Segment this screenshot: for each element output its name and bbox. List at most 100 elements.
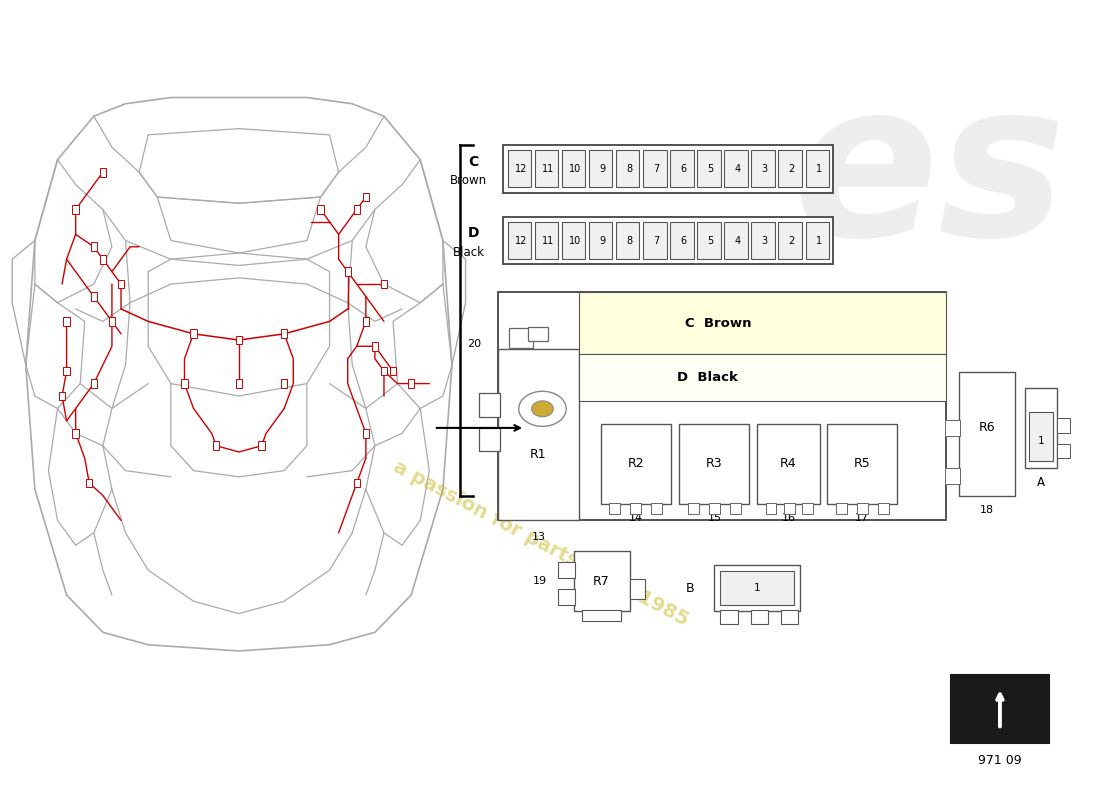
Bar [363,317,368,326]
Text: C: C [468,154,478,169]
Bar [751,150,774,187]
Bar [670,222,694,259]
Bar [344,267,351,276]
Bar [258,442,265,450]
Bar [805,222,829,259]
Text: 15: 15 [707,513,722,523]
Bar [751,222,774,259]
Bar [945,420,960,436]
Bar [609,503,620,514]
Bar [766,503,777,514]
Bar [389,366,396,375]
Bar [353,205,360,214]
Text: Black: Black [453,246,485,259]
Text: 11: 11 [542,235,554,246]
Bar [235,336,242,345]
Text: 2: 2 [789,235,795,246]
Text: 9: 9 [600,235,605,246]
Text: 10: 10 [569,235,581,246]
Text: 1: 1 [816,235,822,246]
Text: 9: 9 [600,164,605,174]
Text: es: es [793,72,1067,282]
Bar [784,503,794,514]
Bar [952,675,1048,743]
Circle shape [531,401,553,417]
Bar [779,150,802,187]
Text: 1: 1 [754,583,760,593]
Bar [109,317,116,326]
Bar [1030,412,1053,462]
Text: 6: 6 [681,164,686,174]
Bar [651,503,662,514]
Bar [353,478,360,487]
Bar [945,468,960,484]
Bar [802,503,813,514]
Bar [559,589,574,605]
Text: Brown: Brown [450,174,487,187]
Bar [857,503,868,514]
Text: 10: 10 [569,164,581,174]
Bar [579,292,946,354]
Bar [757,424,820,504]
Bar [697,222,720,259]
Text: 7: 7 [653,164,660,174]
Bar [720,571,794,605]
Text: R6: R6 [979,422,996,434]
Text: R4: R4 [780,458,796,470]
Text: D: D [468,226,478,240]
Bar [100,255,106,263]
Bar [498,349,579,519]
Bar [1025,388,1057,468]
Bar [562,150,585,187]
Bar [579,354,946,402]
Bar [805,150,829,187]
Text: R3: R3 [706,458,723,470]
Bar [779,222,802,259]
Bar [64,366,69,375]
Text: 4: 4 [735,164,740,174]
Bar [528,327,548,342]
Text: 12: 12 [515,235,527,246]
Bar [508,150,531,187]
Bar [630,503,641,514]
Text: a passion for parts since 1985: a passion for parts since 1985 [390,458,692,630]
Text: 20: 20 [468,339,482,350]
Bar [644,222,667,259]
Text: 6: 6 [681,235,686,246]
Bar [317,205,323,214]
Bar [478,394,500,418]
Bar [959,372,1015,496]
Bar [59,392,65,400]
Bar [118,280,124,289]
Text: 7: 7 [653,235,660,246]
Bar [509,328,532,347]
Text: R1: R1 [530,448,547,462]
Bar [697,150,720,187]
Bar [64,317,69,326]
Text: 19: 19 [532,576,547,586]
Text: 17: 17 [855,513,869,523]
Text: 8: 8 [626,235,632,246]
Text: D  Black: D Black [676,371,738,384]
Bar [100,168,106,177]
Bar [670,150,694,187]
Bar [582,610,621,621]
Bar [616,222,639,259]
Text: 4: 4 [735,235,740,246]
Text: 3: 3 [761,164,768,174]
Text: R2: R2 [627,458,644,470]
Bar [381,366,387,375]
Bar [280,379,287,388]
Bar [781,610,799,624]
Bar [498,292,946,519]
Bar [213,442,219,450]
Text: 16: 16 [781,513,795,523]
Bar [688,503,698,514]
Bar [730,503,741,514]
Bar [535,222,558,259]
Bar [827,424,898,504]
Bar [504,217,833,265]
Text: 8: 8 [626,164,632,174]
Text: 13: 13 [531,532,546,542]
Bar [562,222,585,259]
